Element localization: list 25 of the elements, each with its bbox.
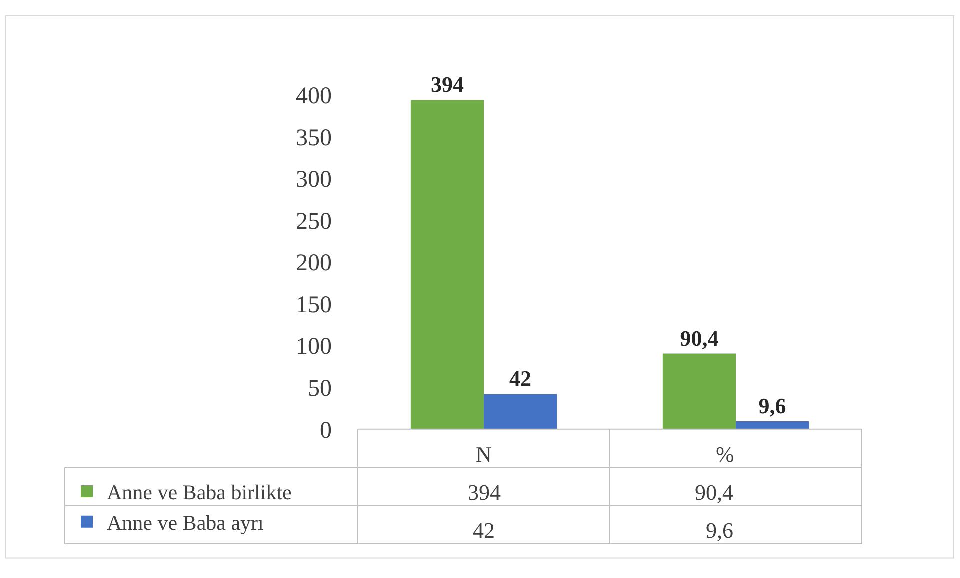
y-tick-label: 400 <box>296 83 332 110</box>
data-label: 42 <box>473 518 495 543</box>
y-tick-label: 0 <box>320 418 332 444</box>
y-tick-label: 350 <box>296 125 332 152</box>
bar <box>410 100 484 430</box>
text: 90,4 <box>680 326 719 351</box>
x-tick-label: % <box>716 442 734 467</box>
data-label: 9,6 <box>706 518 734 543</box>
y-tick-label: 150 <box>296 292 332 318</box>
x-tick-label: N <box>476 442 492 467</box>
bar <box>662 354 736 430</box>
text: 394 <box>430 72 464 98</box>
bar <box>736 421 810 430</box>
data-label: 90,4 <box>695 480 734 505</box>
y-tick-label: 250 <box>296 208 332 235</box>
data-label: 394 <box>468 480 501 505</box>
legend-label: Anne ve Baba birlikte <box>107 480 292 505</box>
y-tick-label: 200 <box>296 250 332 277</box>
bar <box>484 394 558 430</box>
y-tick-label: 50 <box>308 376 332 402</box>
y-tick-label: 300 <box>296 167 332 194</box>
y-tick-label: 100 <box>296 334 332 360</box>
legend-label: Anne ve Baba ayrı <box>107 511 264 536</box>
text: 9,6 <box>758 393 786 418</box>
text: 42 <box>510 366 532 392</box>
